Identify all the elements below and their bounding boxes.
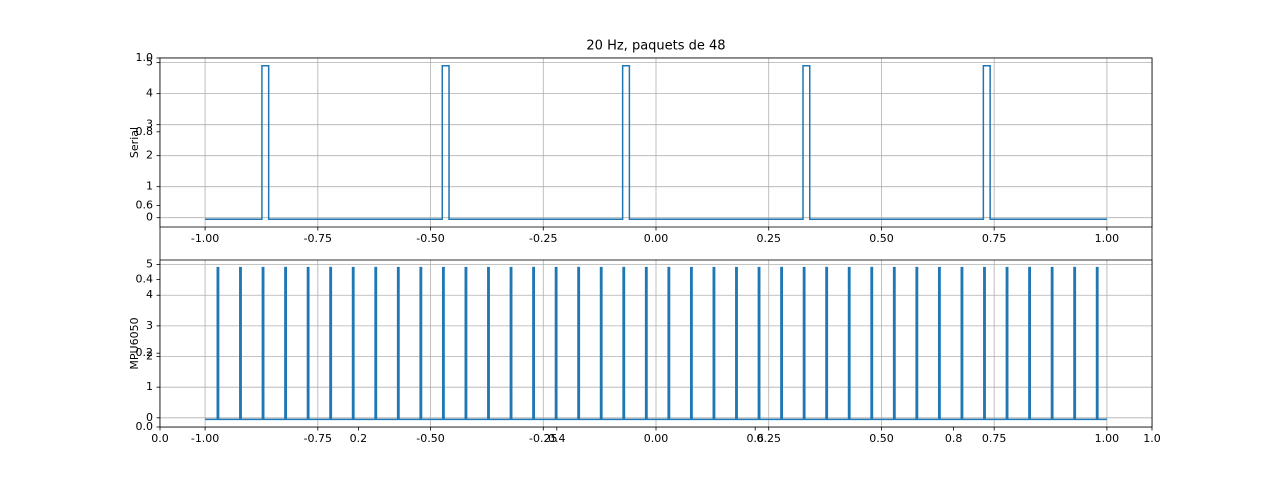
x-tick-label: 0.75 bbox=[982, 432, 1007, 445]
x-tick-label: 0.2 bbox=[350, 432, 368, 445]
y-axis-label: Serial bbox=[128, 127, 141, 158]
y-tick-label: 1.0 bbox=[136, 51, 154, 64]
x-tick-label: 0.25 bbox=[756, 432, 781, 445]
x-tick-label: 0.00 bbox=[644, 232, 669, 245]
series-line bbox=[205, 65, 1107, 220]
y-tick-label: 3 bbox=[146, 118, 153, 131]
x-tick-label: 0.8 bbox=[945, 432, 963, 445]
x-tick-label: 0.75 bbox=[982, 232, 1007, 245]
y-tick-label: 0 bbox=[146, 411, 153, 424]
y-tick-label: 5 bbox=[146, 258, 153, 271]
x-tick-label: 1.00 bbox=[1095, 432, 1120, 445]
x-tick-label: 0.0 bbox=[151, 432, 169, 445]
y-tick-label: 1 bbox=[146, 180, 153, 193]
y-tick-label: 5 bbox=[146, 56, 153, 69]
x-tick-label: -0.75 bbox=[304, 432, 332, 445]
x-tick-label: -0.25 bbox=[529, 232, 557, 245]
x-tick-label: 1.00 bbox=[1095, 232, 1120, 245]
x-tick-label: 0.6 bbox=[746, 432, 764, 445]
y-tick-label: 4 bbox=[146, 288, 153, 301]
y-tick-label: 0 bbox=[146, 211, 153, 224]
y-tick-label: 0.6 bbox=[136, 199, 154, 212]
x-tick-label: 1.0 bbox=[1143, 432, 1161, 445]
x-tick-label: 0.50 bbox=[869, 232, 894, 245]
x-tick-label: -0.50 bbox=[416, 232, 444, 245]
x-tick-label: -0.75 bbox=[304, 232, 332, 245]
y-tick-label: 2 bbox=[146, 149, 153, 162]
x-tick-label: -0.50 bbox=[416, 432, 444, 445]
y-tick-label: 1 bbox=[146, 380, 153, 393]
y-tick-label: 4 bbox=[146, 87, 153, 100]
x-tick-label: -1.00 bbox=[191, 232, 219, 245]
x-tick-label: 0.50 bbox=[869, 432, 894, 445]
y-axis-label: MPU6050 bbox=[128, 317, 141, 369]
y-tick-label: 0.8 bbox=[136, 125, 154, 138]
y-tick-label: 2 bbox=[146, 350, 153, 363]
y-tick-label: 0.4 bbox=[136, 272, 154, 285]
x-tick-label: 0.00 bbox=[644, 432, 669, 445]
x-tick-label: -0.25 bbox=[529, 432, 557, 445]
chart-title: 20 Hz, paquets de 48 bbox=[586, 39, 725, 54]
y-tick-label: 0.2 bbox=[136, 346, 154, 359]
x-tick-label: 0.25 bbox=[756, 232, 781, 245]
series-line bbox=[205, 266, 1107, 421]
x-tick-label: 0.4 bbox=[548, 432, 566, 445]
y-tick-label: 0.0 bbox=[136, 420, 154, 433]
y-tick-label: 3 bbox=[146, 319, 153, 332]
x-tick-label: -1.00 bbox=[191, 432, 219, 445]
